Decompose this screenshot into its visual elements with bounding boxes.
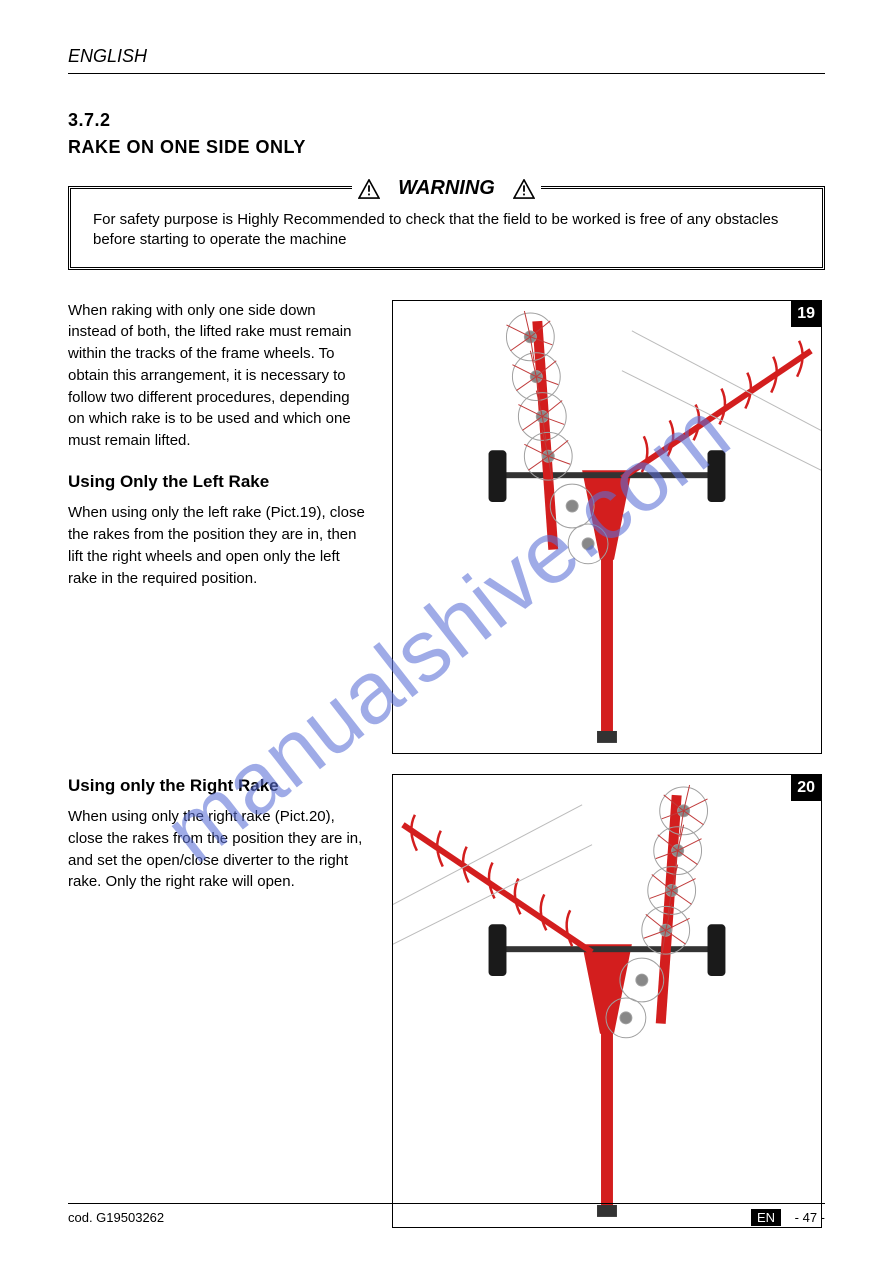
head-line-right — [565, 188, 800, 189]
rake-left-illustration — [393, 301, 821, 753]
right-rake-title: Using only the Right Rake — [68, 774, 368, 799]
left-rake-row: When raking with only one side down inst… — [68, 300, 825, 754]
warning-icon — [513, 179, 535, 199]
footer-lang: EN — [751, 1209, 781, 1226]
warning-head: WARNING — [93, 177, 800, 200]
left-rake-title: Using Only the Left Rake — [68, 470, 368, 495]
figure-20: 20 — [392, 774, 822, 1228]
page: ENGLISH 3.7.2 RAKE ON ONE SIDE ONLY WARN… — [0, 0, 893, 1263]
figure-19: 19 — [392, 300, 822, 754]
left-rake-body: When using only the left rake (Pict.19),… — [68, 502, 368, 589]
footer-right: EN - 47 - — [751, 1210, 825, 1225]
page-header: ENGLISH — [68, 46, 825, 67]
section-number: 3.7.2 — [68, 110, 825, 131]
warning-label: WARNING — [398, 177, 495, 200]
right-rake-row: Using only the Right Rake When using onl… — [68, 774, 825, 1228]
footer-code: cod. G19503262 — [68, 1210, 164, 1225]
head-line-left — [93, 188, 328, 189]
warning-body: For safety purpose is Highly Recommended… — [93, 210, 800, 251]
footer: cod. G19503262 EN - 47 - — [68, 1203, 825, 1225]
section-title: RAKE ON ONE SIDE ONLY — [68, 137, 825, 158]
intro-paragraph: When raking with only one side down inst… — [68, 300, 368, 452]
left-rake-text: When raking with only one side down inst… — [68, 300, 368, 754]
footer-rule — [68, 1203, 825, 1204]
rake-right-illustration — [393, 775, 821, 1227]
warning-head-content: WARNING — [352, 177, 541, 200]
left-rake-figure-col: 19 — [392, 300, 825, 754]
footer-row: cod. G19503262 EN - 47 - — [68, 1210, 825, 1225]
right-rake-body: When using only the right rake (Pict.20)… — [68, 806, 368, 893]
right-rake-text: Using only the Right Rake When using onl… — [68, 774, 368, 1228]
warning-box: WARNING For safety purpose is Highly Rec… — [68, 186, 825, 270]
header-rule — [68, 73, 825, 74]
right-rake-figure-col: 20 — [392, 774, 825, 1228]
footer-page: - 47 - — [795, 1210, 825, 1225]
warning-icon — [358, 179, 380, 199]
